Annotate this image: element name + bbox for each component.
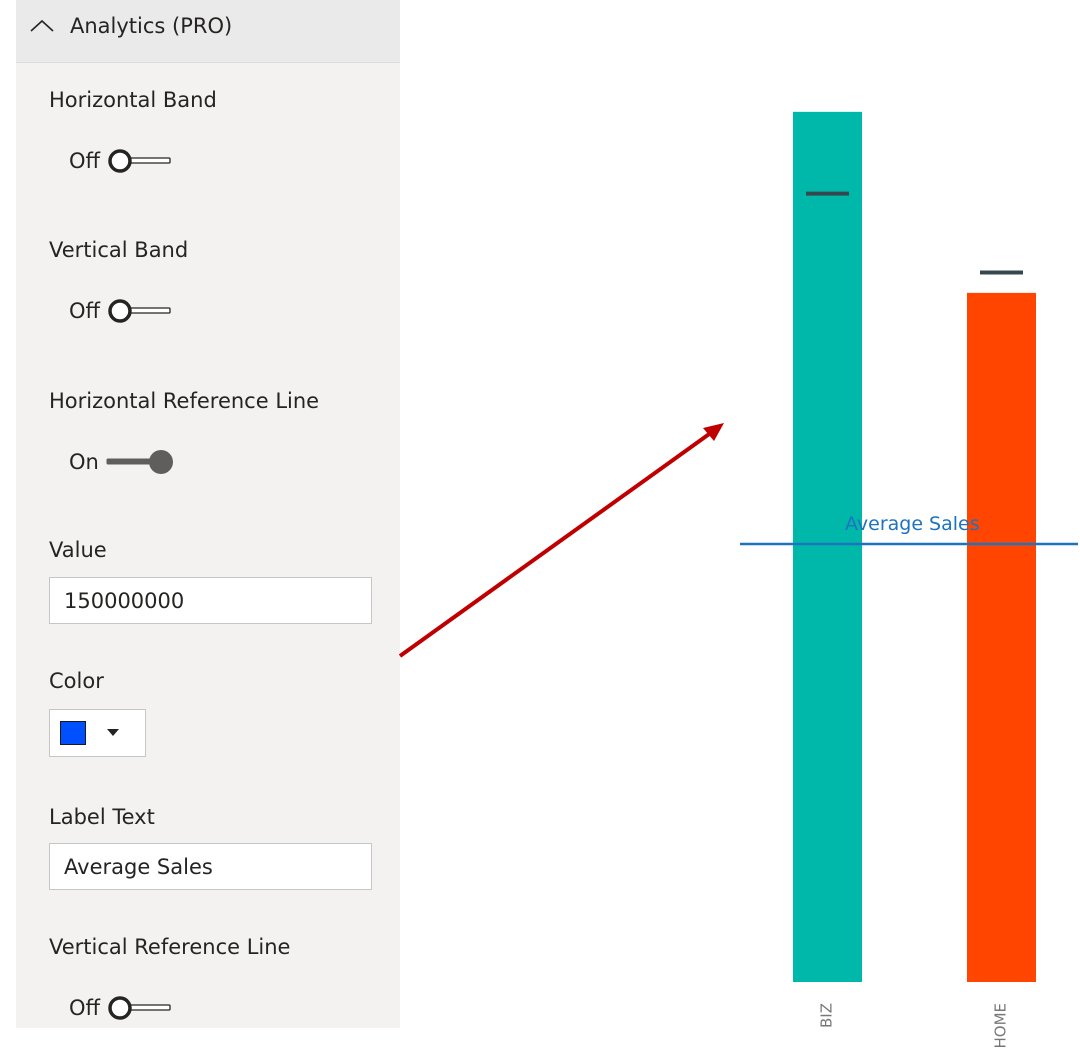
color-swatch (60, 721, 86, 745)
vertical-reference-line-label: Vertical Reference Line (49, 935, 291, 959)
reference-line-label: Average Sales (845, 513, 980, 535)
horizontal-reference-line-label: Horizontal Reference Line (49, 389, 320, 413)
toggle-on-icon[interactable] (105, 447, 175, 477)
x-tick-label: BIZ (818, 1003, 836, 1028)
caret-down-icon (107, 729, 119, 736)
toggle-off-icon[interactable] (106, 146, 172, 176)
analytics-format-panel: Analytics (PRO) Horizontal Band Off Vert… (16, 0, 400, 1028)
annotation-arrow-shaft (398, 430, 714, 658)
analytics-section-header[interactable]: Analytics (PRO) (16, 0, 400, 63)
bar-home (967, 292, 1036, 982)
horizontal-reference-line-toggle-state: On (69, 450, 99, 474)
horizontal-band-toggle[interactable]: Off (69, 146, 172, 176)
horizontal-band-label: Horizontal Band (49, 88, 217, 112)
chevron-up-icon[interactable] (28, 16, 56, 36)
horizontal-band-toggle-state: Off (69, 149, 100, 173)
vertical-band-toggle-state: Off (69, 299, 100, 323)
vertical-band-toggle[interactable]: Off (69, 296, 172, 326)
label-text-input[interactable] (49, 843, 372, 890)
bar-biz (793, 111, 862, 983)
label-text-label: Label Text (49, 805, 155, 829)
vertical-reference-line-toggle[interactable]: Off (69, 993, 172, 1023)
toggle-off-icon[interactable] (106, 296, 172, 326)
annotation-arrow-head (703, 423, 724, 441)
x-tick-label: HOME (992, 1003, 1010, 1049)
vertical-reference-line-toggle-state: Off (69, 996, 100, 1020)
analytics-section-title: Analytics (PRO) (70, 14, 233, 38)
vertical-band-label: Vertical Band (49, 238, 189, 262)
color-label: Color (49, 669, 104, 693)
color-picker-dropdown[interactable] (49, 709, 146, 757)
horizontal-reference-line-toggle[interactable]: On (69, 447, 175, 477)
value-label: Value (49, 538, 107, 562)
value-input[interactable] (49, 577, 372, 624)
toggle-off-icon[interactable] (106, 993, 172, 1023)
